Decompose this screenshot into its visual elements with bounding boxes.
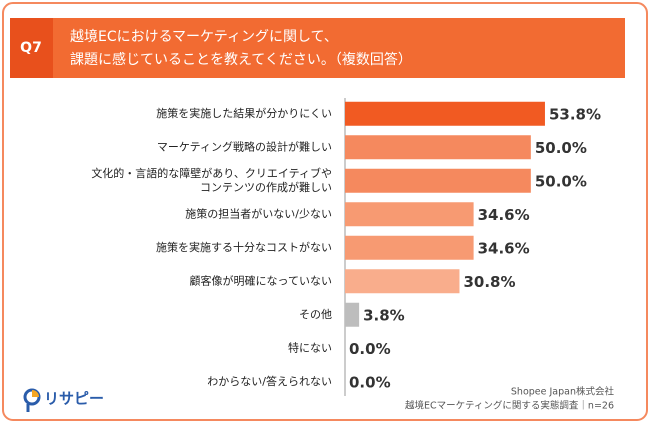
category-label: わからない/答えられない (207, 374, 332, 388)
bar (345, 235, 474, 260)
category-label: 文化的・言語的な障壁があり、クリエイティブやコンテンツの作成が難しい (91, 166, 332, 194)
source: Shopee Japan株式会社 (511, 386, 615, 398)
value-label: 3.8% (363, 306, 405, 324)
category-label: 特にない (288, 340, 332, 354)
category-label: 施策を実施した結果が分かりにくい (156, 106, 332, 120)
category-label: 顧客像が明確になっていない (190, 273, 332, 287)
bar (345, 135, 531, 160)
value-label: 0.0% (349, 340, 391, 358)
category-label: マーケティング戦略の設計が難しい (157, 139, 332, 153)
value-label: 53.8% (549, 105, 601, 123)
bar (345, 269, 460, 294)
value-label: 0.0% (349, 373, 391, 391)
bar (345, 302, 360, 327)
category-label: 施策の担当者がいない/少ない (185, 206, 332, 220)
value-label: 34.6% (478, 239, 530, 257)
bar (345, 101, 545, 126)
value-label: 50.0% (535, 139, 587, 157)
value-label: 50.0% (535, 172, 587, 190)
bar (345, 202, 474, 227)
value-label: 30.8% (463, 273, 515, 291)
source: 越境ECマーケティングに関する実態調査｜n=26 (405, 400, 614, 412)
logo-text: リサピー (44, 390, 104, 408)
title-box (53, 18, 625, 78)
question-label: Q7 (20, 40, 42, 56)
chart-title: 課題に感じていることを教えてください。（複数回答） (70, 51, 412, 68)
question-box (10, 18, 53, 78)
chart-title: 越境ECにおけるマーケティングに関して、 (70, 29, 338, 45)
category-label: その他 (299, 308, 332, 321)
logo-icon (32, 390, 39, 397)
bar (345, 168, 531, 193)
value-label: 34.6% (478, 206, 530, 224)
category-label: 施策を実施する十分なコストがない (156, 240, 332, 254)
